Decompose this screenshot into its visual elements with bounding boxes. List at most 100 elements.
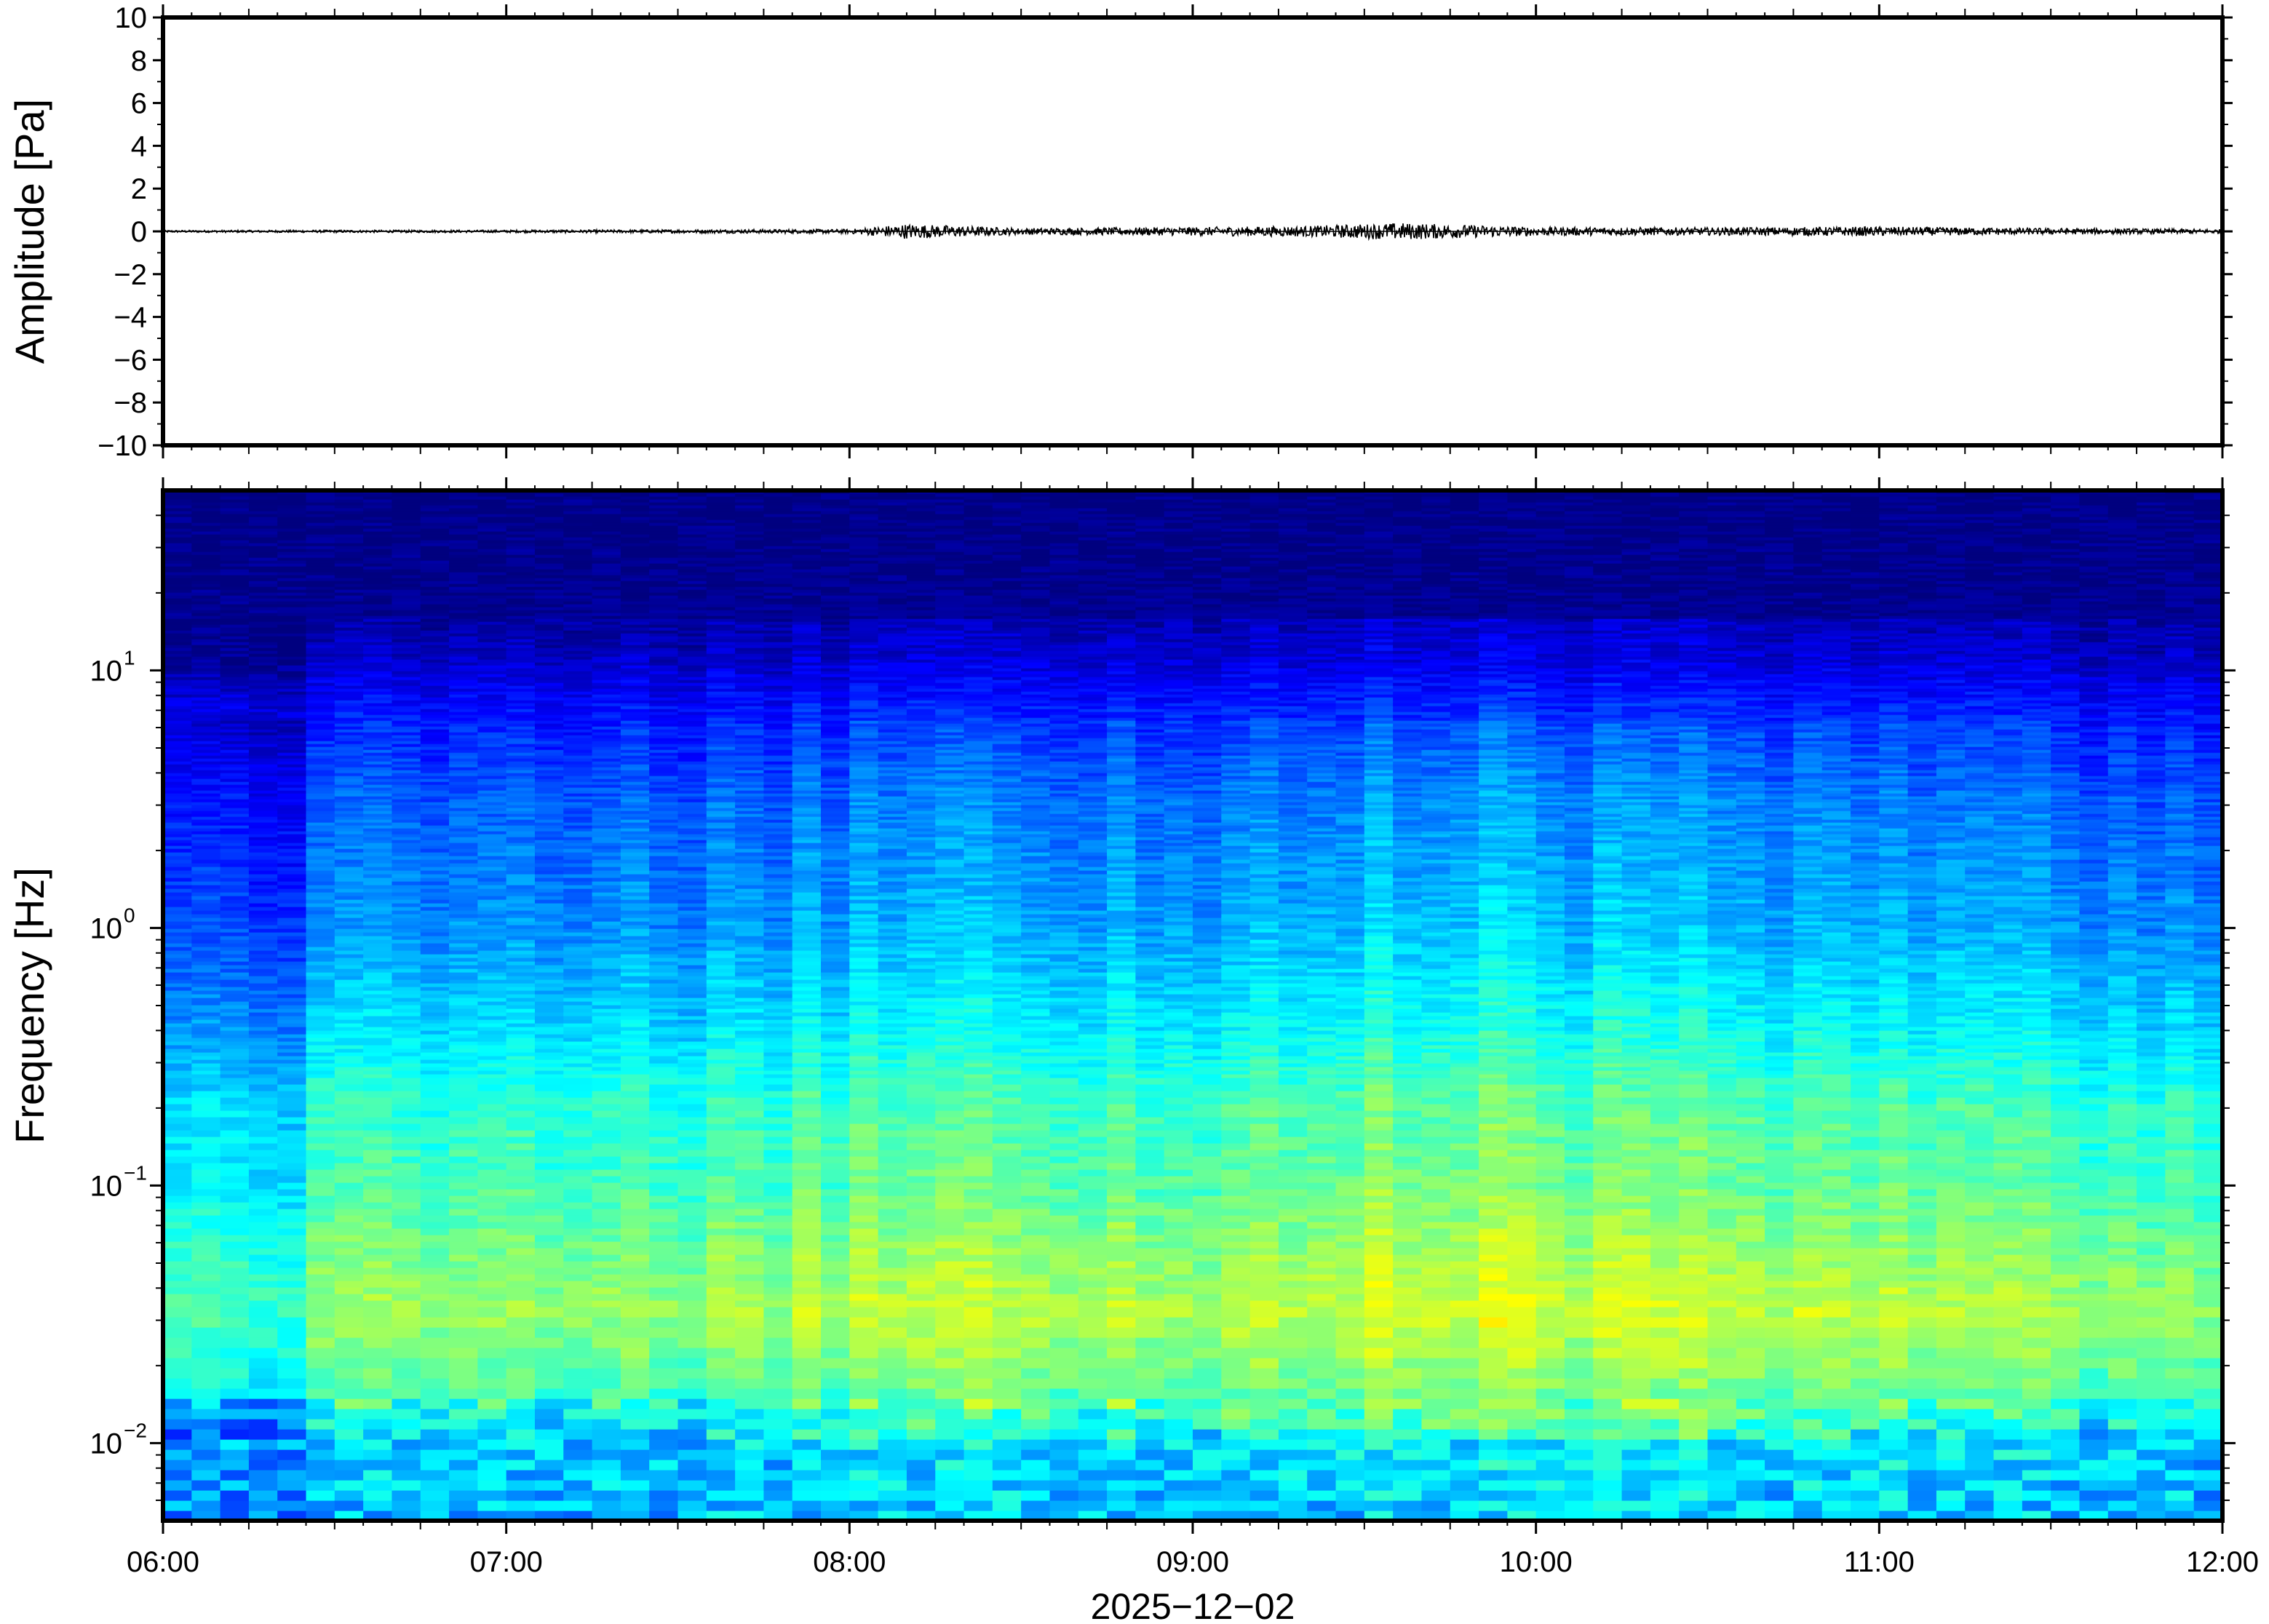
spectrogram-cell [334, 1409, 364, 1420]
spectrogram-cell [220, 720, 250, 724]
spectrogram-cell [477, 874, 507, 878]
spectrogram-cell [477, 1074, 507, 1078]
spectrogram-cell [420, 1001, 450, 1006]
spectrogram-cell [506, 688, 536, 692]
spectrogram-cell [649, 668, 679, 672]
spectrogram-cell [277, 1460, 307, 1470]
spectrogram-cell [449, 502, 478, 506]
spectrogram-cell [248, 586, 278, 590]
waveform-y-tick-label: 10 [115, 2, 148, 34]
spectrogram-cell [592, 790, 621, 794]
spectrogram-cell [677, 581, 707, 584]
spectrogram-cell [191, 735, 221, 739]
spectrogram-cell [277, 947, 307, 951]
spectrogram-cell [506, 1110, 536, 1118]
spectrogram-cell [163, 990, 192, 995]
spectrogram-cell [534, 723, 564, 727]
spectrogram-cell [220, 715, 250, 718]
spectrogram-cell [248, 819, 278, 823]
spectrogram-cell [477, 671, 507, 674]
spectrogram-cell [477, 994, 507, 998]
spectrogram-cell [592, 1317, 621, 1328]
spectrogram-cell [392, 932, 421, 936]
spectrogram-cell [420, 1063, 450, 1067]
spectrogram-cell [392, 899, 421, 904]
spectrogram-cell [420, 1117, 450, 1124]
spectrogram-cell [220, 1254, 250, 1262]
spectrogram-cell [477, 787, 507, 791]
spectrogram-cell [449, 499, 478, 503]
spectrogram-cell [706, 659, 736, 663]
spectrogram-cell [420, 639, 450, 642]
spectrogram-cell [477, 776, 507, 779]
spectrogram-cell [649, 534, 679, 538]
spectrogram-cell [649, 811, 679, 814]
spectrogram-cell [163, 700, 192, 704]
spectrogram-cell [534, 848, 564, 853]
spectrogram-cell [477, 1059, 507, 1064]
spectrogram-cell [592, 493, 621, 497]
spectrogram-cell [506, 1398, 536, 1409]
spectrogram-cell [592, 1169, 621, 1177]
spectrogram-cell [592, 1034, 621, 1038]
spectrogram-cell [706, 1150, 736, 1157]
spectrogram-cell [649, 998, 679, 1002]
spectrogram-cell [677, 965, 707, 969]
spectrogram-cell [420, 1156, 450, 1163]
spectrogram-cell [363, 557, 393, 561]
spectrogram-cell [477, 1267, 507, 1275]
spectrogram-cell [306, 685, 335, 689]
spectrogram-cell [191, 543, 221, 546]
spectrogram-cell [534, 618, 564, 622]
spectrogram-cell [163, 1294, 192, 1301]
spectrogram-cell [363, 1143, 393, 1150]
spectrogram-cell [306, 505, 335, 509]
spectrogram-cell [420, 1480, 450, 1491]
spectrogram-cell [563, 972, 593, 976]
spectrogram-cell [706, 1209, 736, 1216]
spectrogram-cell [449, 747, 478, 750]
spectrogram-cell [706, 837, 736, 840]
spectrogram-cell [534, 805, 564, 808]
spectrogram-cell [592, 578, 621, 581]
spectrogram-cell [506, 1215, 536, 1222]
spectrogram-cell [563, 723, 593, 727]
spectrogram-cell [677, 1337, 707, 1348]
spectrogram-cell [334, 837, 364, 840]
spectrogram-cell [592, 607, 621, 610]
spectrogram-cell [649, 546, 679, 549]
spectrogram-cell [363, 1150, 393, 1157]
spectrogram-cell [363, 828, 393, 832]
spectrogram-cell [477, 1287, 507, 1294]
spectrogram-cell [420, 540, 450, 544]
spectrogram-cell [477, 813, 507, 817]
spectrogram-cell [477, 537, 507, 541]
spectrogram-cell [506, 998, 536, 1002]
spectrogram-cell [649, 1001, 679, 1006]
spectrogram-cell [592, 843, 621, 846]
spectrogram-cell [420, 706, 450, 709]
spectrogram-cell [363, 618, 393, 622]
spectrogram-cell [191, 584, 221, 587]
spectrogram-cell [334, 1182, 364, 1190]
spectrogram-cell [248, 1063, 278, 1067]
spectrogram-cell [534, 671, 564, 674]
spectrogram-cell [163, 677, 192, 680]
spectrogram-cell [277, 848, 307, 853]
spectrogram-cell [334, 534, 364, 538]
spectrogram-cell [191, 706, 221, 709]
spectrogram-cell [649, 781, 679, 785]
spectrogram-cell [306, 677, 335, 680]
spectrogram-cell [649, 1030, 679, 1035]
spectrogram-cell [363, 881, 393, 885]
spectrogram-cell [534, 776, 564, 779]
spectrogram-cell [220, 1388, 250, 1399]
spectrogram-cell [677, 1348, 707, 1358]
spectrogram-cell [392, 511, 421, 514]
spectrogram-cell [677, 1182, 707, 1190]
spectrogram-cell [677, 624, 707, 628]
spectrogram-cell [334, 885, 364, 889]
spectrogram-cell [277, 520, 307, 523]
spectrogram-cell [248, 688, 278, 692]
spectrogram-cell [334, 1317, 364, 1328]
